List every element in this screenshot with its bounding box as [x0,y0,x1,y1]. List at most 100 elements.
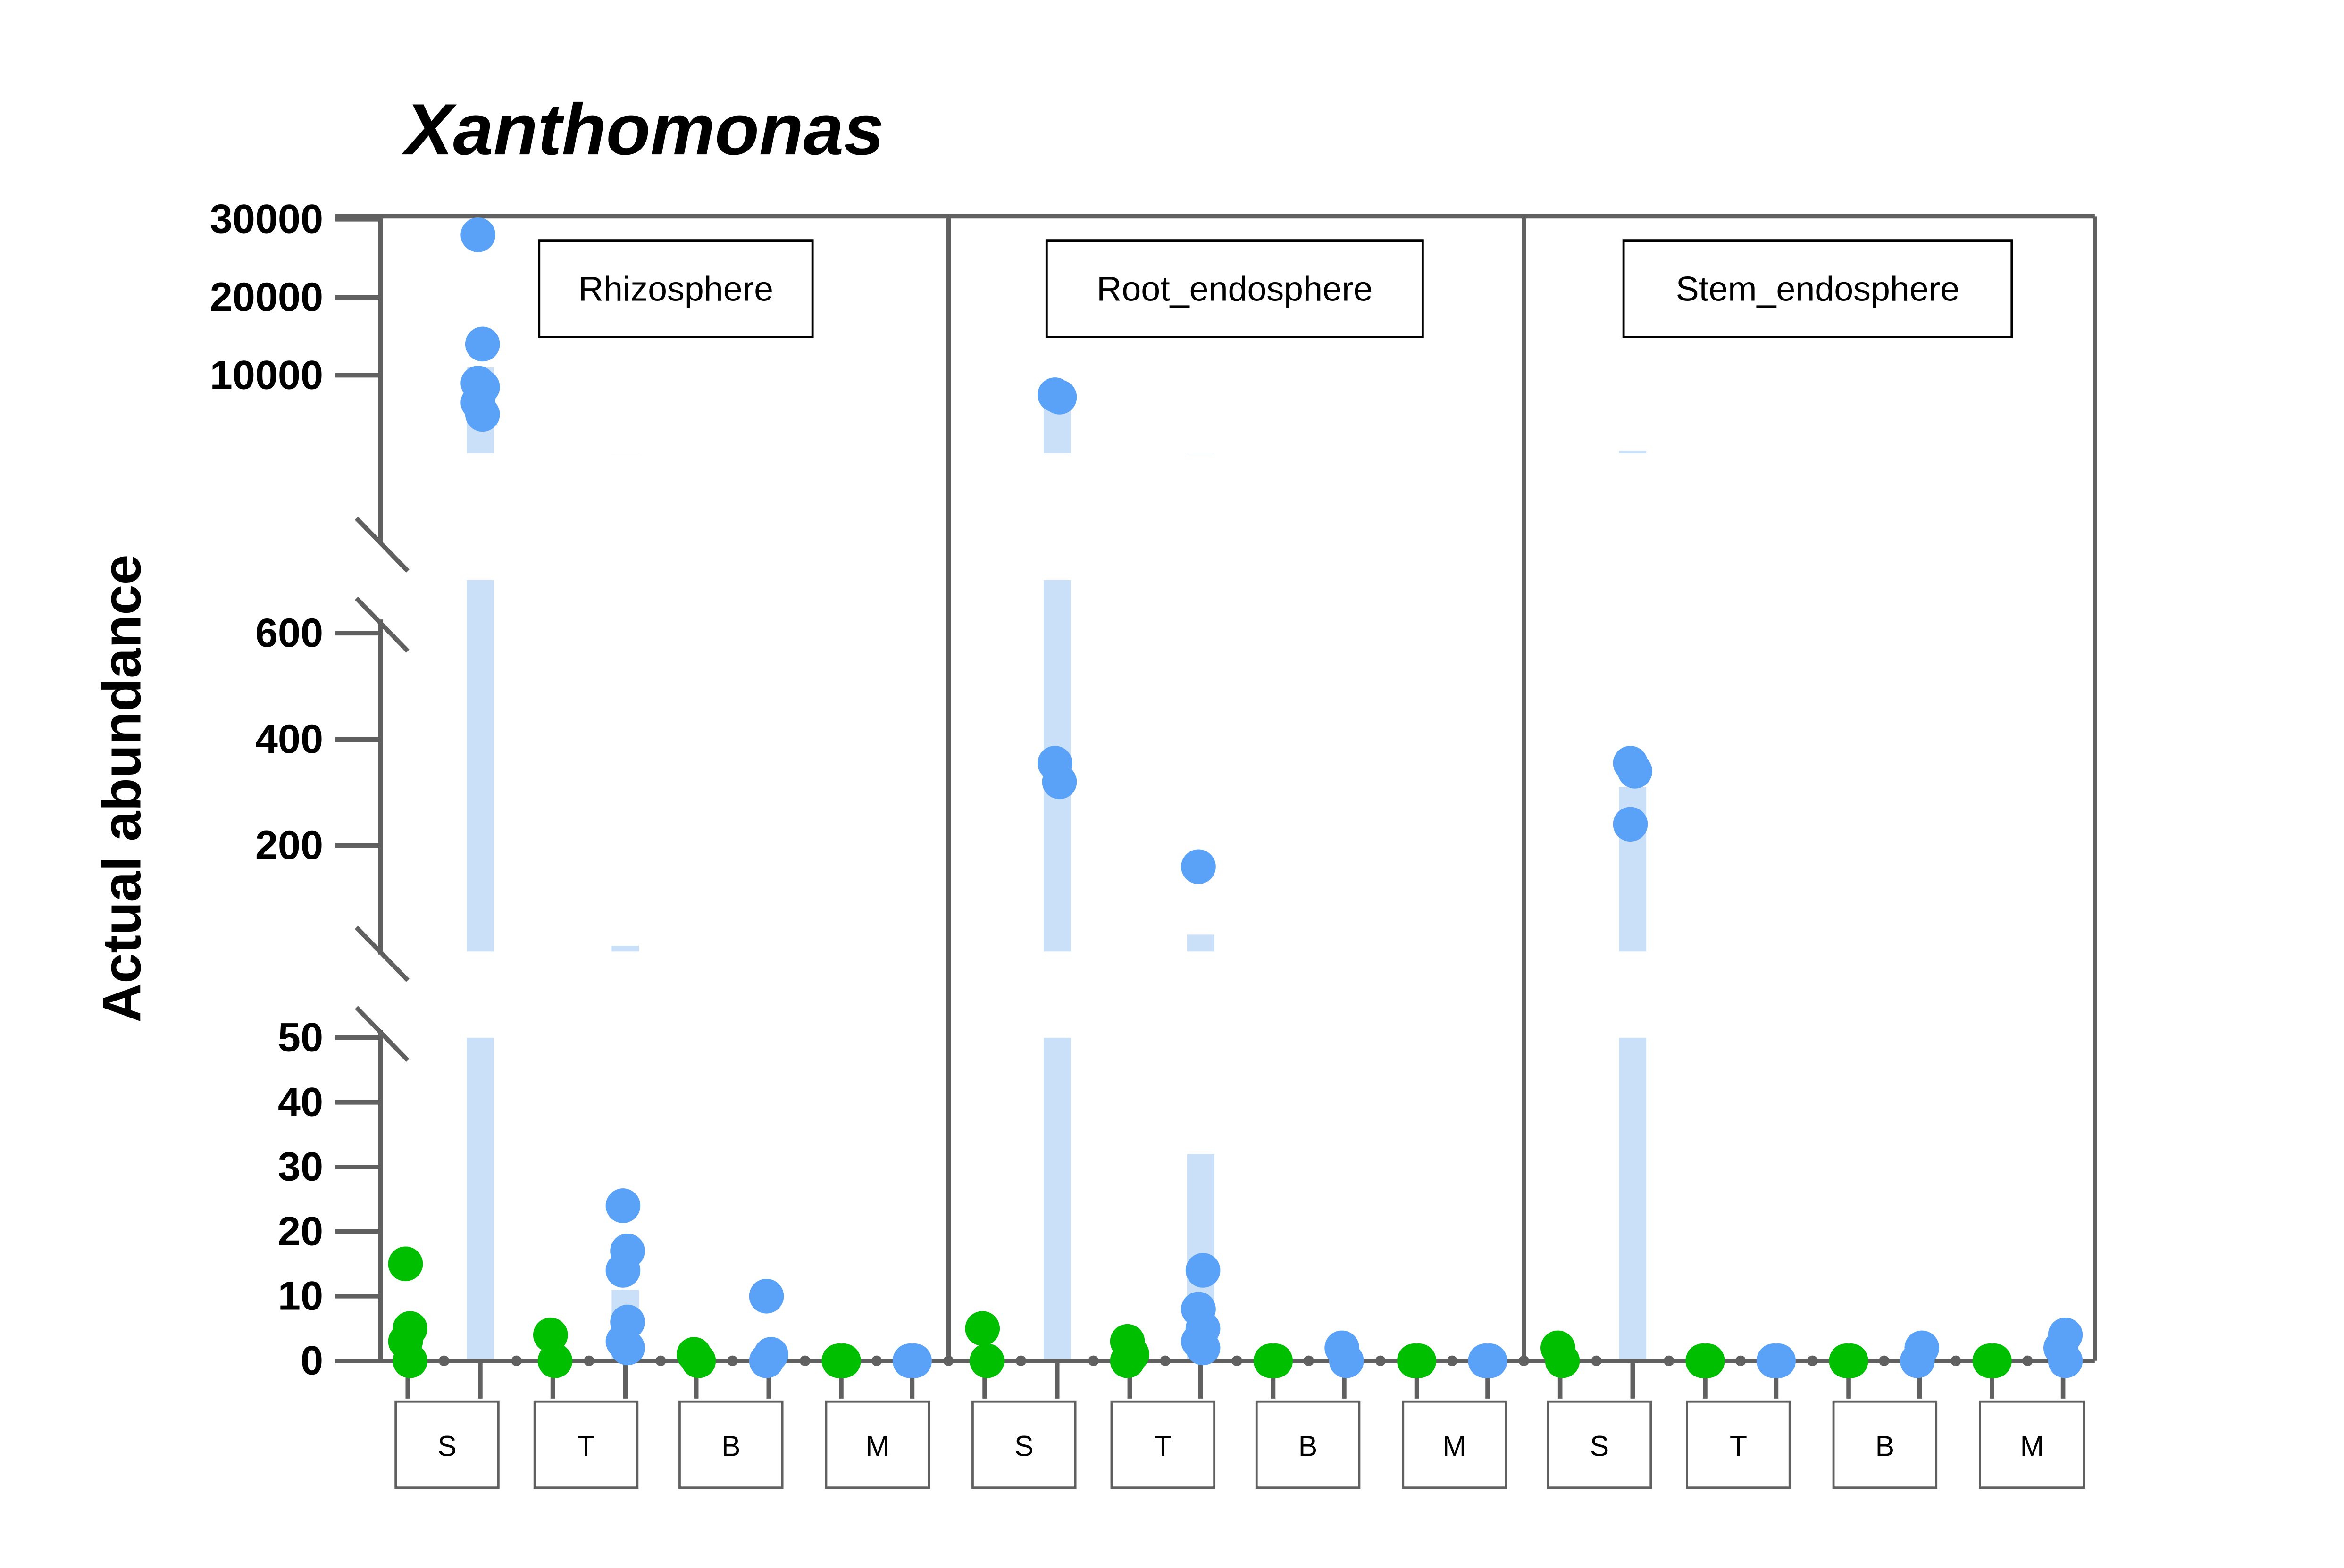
x-axis-dot [1375,1355,1386,1366]
blue-point-p2-13 [1473,1343,1507,1378]
category-label-M: M [1442,1430,1466,1462]
green-point-p1-3 [393,1343,427,1378]
x-axis-dot [438,1355,450,1366]
category-label-S: S [437,1430,457,1462]
y-tick-label: 20000 [210,275,323,320]
green-point-p2-1 [970,1343,1005,1378]
category-label-B: B [1875,1430,1895,1462]
blue-point-p2-5 [1185,1253,1221,1288]
category-box [533,1400,639,1489]
green-point-p3-5 [1833,1343,1868,1378]
category-label-T: T [1730,1430,1747,1462]
x-axis-dot [1015,1355,1027,1366]
category-box [1110,1400,1216,1489]
green-point-p2-4 [1110,1343,1145,1378]
x-axis-dot [727,1355,738,1366]
green-point-p1-5 [537,1343,573,1378]
x-axis-dot [1303,1355,1314,1366]
x-axis-dot [799,1355,811,1366]
blue-point-p3-6 [1900,1343,1935,1378]
panel-strip-2 [1045,239,1424,338]
band-p2-c1-s1 [1187,934,1214,952]
category-box [1979,1400,2085,1489]
category-box [1255,1400,1361,1489]
green-point-p1-9 [826,1343,861,1378]
x-axis-dot [943,1355,954,1366]
green-point-p2-0 [965,1311,1000,1346]
x-axis-dot [511,1355,522,1366]
panel-strip-1 [538,239,814,338]
blue-point-p2-1 [1042,380,1077,415]
green-point-p1-4 [533,1318,568,1352]
category-box [678,1400,784,1489]
y-tick-label: 600 [255,610,323,656]
category-label-M: M [865,1430,889,1462]
blue-point-p1-12 [749,1278,784,1314]
green-point-p2-8 [1397,1343,1432,1378]
category-box [825,1400,930,1489]
y-tick-label: 10 [278,1274,323,1319]
green-point-p2-6 [1253,1343,1289,1378]
band-p3-c0-s0 [1619,1037,1647,1361]
y-tick-label: 200 [255,823,323,868]
points-layer [388,217,2083,1378]
blue-point-p1-8 [605,1253,641,1288]
x-axis-dot [1663,1355,1674,1366]
x-axis-dot [2022,1355,2033,1366]
category-box [1686,1400,1791,1489]
y-tick-label: 10000 [210,352,323,398]
blue-point-p3-4 [1756,1343,1791,1378]
blue-point-p1-1 [465,326,500,362]
category-box [1832,1400,1938,1489]
blue-point-p3-1 [1617,754,1652,789]
category-box [1402,1400,1507,1489]
blue-point-p2-11 [1329,1343,1364,1378]
y-tick-label: 30 [278,1144,323,1190]
blue-point-p2-3 [1042,764,1077,800]
x-axis-dot [655,1355,666,1366]
x-axis-dot [1160,1355,1171,1366]
band-p1-c0-s0 [467,1037,494,1361]
x-axis-dot [1879,1355,1890,1366]
x-axis-dot [1807,1355,1818,1366]
axis-break-mark-1 [354,517,410,573]
band-p3-c0-s2 [1619,450,1647,453]
blue-point-p2-9 [1185,1330,1221,1366]
axis-break-mark-3 [354,926,410,982]
panel-strips: Rhizosphere Root_endosphere Stem_endospher… [538,239,2013,338]
green-point-p3-7 [1977,1343,2012,1378]
green-point-p3-3 [1690,1343,1725,1378]
panel-frames [335,214,2097,1363]
blue-point-p1-0 [460,217,495,252]
y-axis: 0 10 20 30 40 50 200 400 600 10000 20000 30000 [210,197,410,1384]
blue-point-p1-5 [465,397,500,432]
bands-layer [467,367,1647,1361]
blue-point-p1-14 [749,1343,784,1378]
blue-point-p1-6 [605,1188,641,1223]
band-p1-c0-s1 [467,580,494,952]
x-axis-dot [584,1355,594,1366]
category-label-S: S [1590,1430,1609,1462]
blue-point-p2-4 [1181,849,1216,884]
green-point-p1-7 [681,1343,716,1378]
panel-label-1: Rhizosphere [578,269,773,309]
panel-label-3: Stem_endosphere [1676,269,1960,309]
x-axis-dot [1591,1355,1602,1366]
category-box [1547,1400,1652,1489]
x-axis-dot [871,1355,882,1366]
x-axis-dot [1951,1355,1961,1366]
green-point-p3-1 [1545,1343,1580,1378]
axis-break-mark-4 [354,1006,410,1062]
chart-title: Xanthomonas [401,89,884,170]
blue-point-p1-11 [610,1330,645,1366]
y-tick-label: 20 [278,1209,323,1254]
y-tick-label: 400 [255,717,323,762]
panel-strip-3 [1622,239,2013,338]
panel-label-2: Root_endosphere [1097,269,1373,309]
blue-point-p3-9 [2048,1343,2083,1378]
x-axis-dot [1231,1355,1242,1366]
category-label-T: T [577,1430,594,1462]
x-axis-dot [1518,1355,1530,1366]
